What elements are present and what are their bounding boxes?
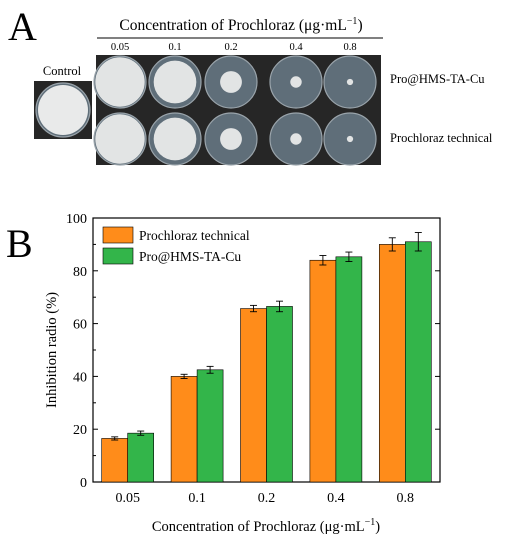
bars xyxy=(101,232,432,483)
bar-pro-hms xyxy=(404,241,432,483)
panel-b: B 0 20 40 60 80 100 0.05 0.1 0.2 0.4 0.8 Inhibiti… xyxy=(6,212,441,535)
header-suffix: ) xyxy=(357,17,362,34)
legend-swatch-technical xyxy=(102,226,134,244)
xlabel-suffix: ) xyxy=(375,519,380,535)
bar-pro-hms xyxy=(266,306,293,483)
header-unit: μg·mL xyxy=(304,17,347,34)
bar-pro-hms xyxy=(335,256,363,483)
row-label-pro-hms: Pro@HMS-TA-Cu xyxy=(390,72,485,86)
x-tick-label: 0.8 xyxy=(397,491,415,506)
concentration-label: 0.8 xyxy=(343,42,356,53)
petri-dish xyxy=(204,55,258,109)
error-bar xyxy=(276,300,283,313)
header-exp: −1 xyxy=(347,16,358,27)
control-plate xyxy=(34,81,92,139)
petri-dish xyxy=(269,112,323,166)
bar-pro-hms xyxy=(127,432,154,483)
panel-a-label: A xyxy=(8,4,37,49)
xlabel-unit: μg·mL xyxy=(325,519,365,535)
x-tick-label: 0.2 xyxy=(258,491,276,506)
error-bar xyxy=(180,373,188,379)
xlabel-exp: −1 xyxy=(365,517,376,528)
x-tick-label: 0.1 xyxy=(188,491,206,506)
y-tick-label: 60 xyxy=(73,318,87,333)
legend-swatch-pro-hms xyxy=(102,247,134,265)
petri-dish xyxy=(93,112,147,166)
y-tick-label: 80 xyxy=(73,265,87,280)
petri-dish xyxy=(323,112,377,166)
error-bar xyxy=(414,232,422,252)
bar-technical xyxy=(170,376,198,483)
x-axis-title: Concentration of Prochloraz (μg·mL−1) xyxy=(152,517,380,535)
legend-label-pro-hms: Pro@HMS-TA-Cu xyxy=(139,249,241,264)
fungal-colony xyxy=(220,71,242,93)
petri-dish xyxy=(148,112,202,166)
concentration-labels: 0.05 0.1 0.2 0.4 0.8 xyxy=(111,42,357,53)
fungal-colony xyxy=(153,60,197,104)
error-bar xyxy=(319,255,327,266)
x-tick-label: 0.05 xyxy=(115,491,140,506)
concentration-label: 0.2 xyxy=(224,42,237,53)
legend: Prochloraz technical Pro@HMS-TA-Cu xyxy=(102,226,250,265)
fungal-colony xyxy=(95,57,145,107)
fungal-colony xyxy=(346,78,354,86)
bar-technical xyxy=(101,438,128,483)
concentration-label: 0.4 xyxy=(289,42,303,53)
y-tick-label: 40 xyxy=(73,370,87,385)
fungal-colony xyxy=(346,135,354,143)
petri-dish xyxy=(148,55,202,109)
legend-label-technical: Prochloraz technical xyxy=(139,228,250,243)
error-bar xyxy=(206,365,214,374)
fungal-colony xyxy=(153,117,197,161)
concentration-label: 0.1 xyxy=(168,42,181,53)
y-axis: 0 20 40 60 80 100 xyxy=(66,212,440,491)
petri-dish xyxy=(269,55,323,109)
row-label-technical: Prochloraz technical xyxy=(390,131,493,145)
header-prefix: Concentration of Prochloraz ( xyxy=(119,17,304,34)
fungal-colony xyxy=(290,133,302,145)
panel-b-label: B xyxy=(6,221,33,266)
y-tick-label: 100 xyxy=(66,212,87,227)
x-axis: 0.05 0.1 0.2 0.4 0.8 xyxy=(115,477,414,506)
error-bar xyxy=(250,304,257,313)
panel-a-header: Concentration of Prochloraz (μg·mL−1) xyxy=(119,16,362,34)
petri-dish xyxy=(323,55,377,109)
bar-pro-hms xyxy=(196,369,224,483)
bar-technical xyxy=(378,244,406,483)
bar-technical xyxy=(240,308,267,483)
error-bar xyxy=(345,251,353,263)
bar-technical xyxy=(309,259,337,483)
control-colony xyxy=(38,85,88,135)
petri-dish xyxy=(204,112,258,166)
fungal-colony xyxy=(220,128,242,150)
petri-dish xyxy=(93,55,147,109)
error-bar xyxy=(388,237,396,252)
error-bar xyxy=(111,436,119,441)
concentration-label: 0.05 xyxy=(111,42,129,53)
y-tick-label: 20 xyxy=(73,423,87,438)
x-tick-label: 0.4 xyxy=(327,491,345,506)
control-label: Control xyxy=(43,64,82,78)
y-axis-title: Inhibition radio (%) xyxy=(44,292,60,408)
fungal-colony xyxy=(290,76,302,88)
error-bar xyxy=(137,430,145,436)
xlabel-prefix: Concentration of Prochloraz ( xyxy=(152,519,325,535)
y-tick-label: 0 xyxy=(80,476,87,491)
plate-grid xyxy=(93,55,381,166)
fungal-colony xyxy=(95,114,145,164)
panel-a: A Concentration of Prochloraz (μg·mL−1) … xyxy=(8,4,493,166)
